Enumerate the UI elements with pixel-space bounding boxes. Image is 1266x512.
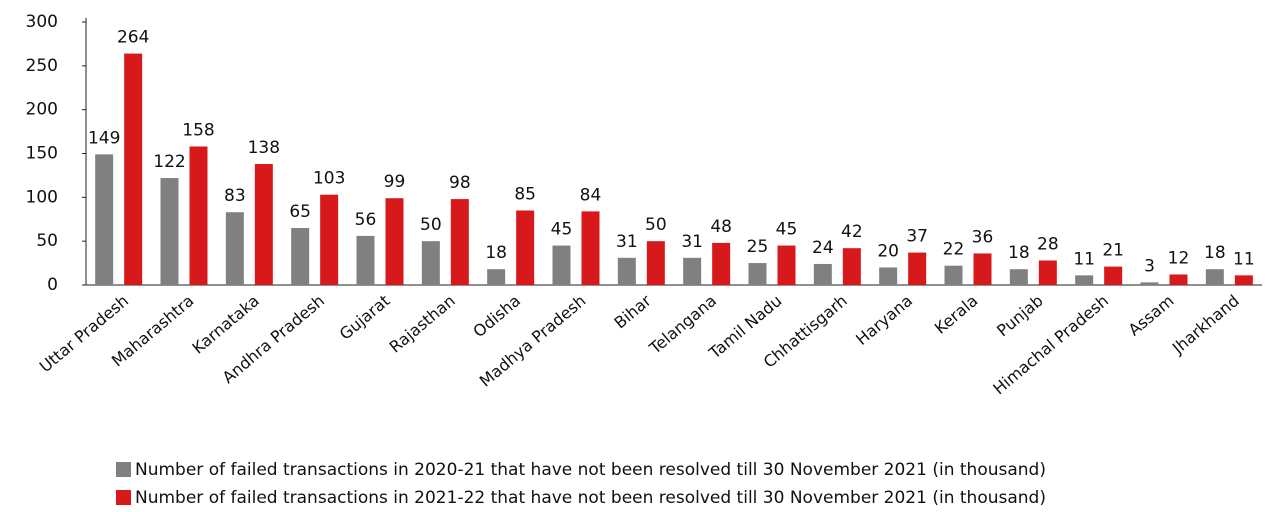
- bar: [516, 210, 535, 285]
- bar: [1009, 269, 1028, 285]
- bar: [1169, 274, 1188, 285]
- bar: [879, 267, 898, 285]
- y-tick-label: 300: [26, 12, 58, 32]
- value-label: 122: [153, 152, 185, 172]
- bar: [356, 235, 375, 285]
- x-tick-label: Haryana: [852, 291, 916, 349]
- bar: [95, 154, 114, 285]
- bar: [581, 211, 600, 285]
- value-label: 18: [1204, 243, 1226, 263]
- bar: [160, 178, 179, 285]
- bar: [813, 263, 832, 285]
- value-label: 18: [1008, 243, 1030, 263]
- bar: [973, 253, 992, 285]
- value-label: 98: [449, 173, 471, 193]
- y-tick-label: 50: [36, 231, 58, 251]
- y-tick-label: 100: [26, 187, 58, 207]
- value-label: 11: [1233, 249, 1255, 269]
- bar: [189, 146, 208, 285]
- value-label: 11: [1073, 249, 1095, 269]
- value-label: 25: [747, 237, 769, 257]
- x-tick-label: Gujarat: [336, 291, 394, 344]
- legend-label: Number of failed transactions in 2020-21…: [135, 460, 1046, 480]
- bar: [225, 212, 244, 285]
- value-label: 50: [420, 215, 442, 235]
- x-tick-label: Jharkhand: [1168, 291, 1243, 358]
- value-label: 84: [580, 185, 602, 205]
- value-label: 24: [812, 238, 834, 258]
- legend-swatch: [116, 490, 131, 505]
- bar: [291, 228, 310, 285]
- bar: [944, 265, 963, 285]
- y-tick-label: 250: [26, 56, 58, 76]
- bar: [777, 245, 796, 285]
- legend-label: Number of failed transactions in 2021-22…: [135, 488, 1046, 508]
- bar: [646, 241, 665, 285]
- value-label: 103: [313, 169, 345, 189]
- value-label: 20: [877, 241, 899, 261]
- bar: [1075, 275, 1094, 285]
- value-label: 21: [1102, 241, 1124, 261]
- value-label: 83: [224, 186, 246, 206]
- bar: [450, 199, 469, 285]
- value-label: 36: [972, 227, 994, 247]
- bar: [385, 198, 404, 285]
- x-tick-label: Rajasthan: [386, 291, 459, 357]
- value-label: 22: [943, 240, 965, 260]
- bar: [1234, 275, 1253, 285]
- x-tick-label: Bihar: [610, 291, 655, 333]
- x-tick-label: Punjab: [993, 291, 1047, 340]
- bar: [683, 257, 702, 285]
- bar: [1104, 266, 1123, 285]
- bar: [1140, 282, 1159, 285]
- value-label: 37: [906, 227, 928, 247]
- y-tick-label: 0: [47, 275, 58, 295]
- x-tick-label: Himachal Pradesh: [989, 291, 1112, 398]
- value-label: 31: [616, 232, 638, 252]
- bar: [487, 269, 506, 285]
- value-label: 42: [841, 222, 863, 242]
- y-tick-label: 200: [26, 100, 58, 120]
- y-tick-label: 150: [26, 144, 58, 164]
- value-label: 56: [355, 210, 377, 230]
- bar: [842, 248, 861, 285]
- bar: [421, 241, 440, 285]
- bar: [254, 164, 273, 285]
- value-label: 31: [681, 232, 703, 252]
- value-label: 158: [182, 120, 214, 140]
- bar: [552, 245, 571, 285]
- value-label: 264: [117, 28, 149, 48]
- value-label: 45: [551, 220, 573, 240]
- value-label: 18: [485, 243, 507, 263]
- value-label: 28: [1037, 234, 1059, 254]
- legend-swatch: [116, 462, 131, 477]
- value-label: 45: [776, 220, 798, 240]
- bar: [124, 53, 143, 286]
- value-label: 12: [1168, 248, 1190, 268]
- bar: [320, 194, 339, 285]
- value-label: 99: [384, 172, 406, 192]
- value-label: 48: [710, 217, 732, 237]
- bar: [1205, 269, 1224, 285]
- value-label: 50: [645, 215, 667, 235]
- value-label: 138: [248, 138, 280, 158]
- value-label: 149: [88, 128, 120, 148]
- x-tick-label: Assam: [1125, 291, 1178, 340]
- value-label: 65: [289, 202, 311, 222]
- x-tick-label: Odisha: [469, 291, 524, 341]
- bar: [908, 252, 927, 285]
- value-label: 85: [514, 184, 536, 204]
- value-label: 3: [1144, 256, 1155, 276]
- bar: [748, 263, 767, 285]
- bar: [712, 242, 731, 285]
- bar: [617, 257, 636, 285]
- x-tick-label: Kerala: [931, 291, 982, 338]
- bar: [1038, 260, 1057, 285]
